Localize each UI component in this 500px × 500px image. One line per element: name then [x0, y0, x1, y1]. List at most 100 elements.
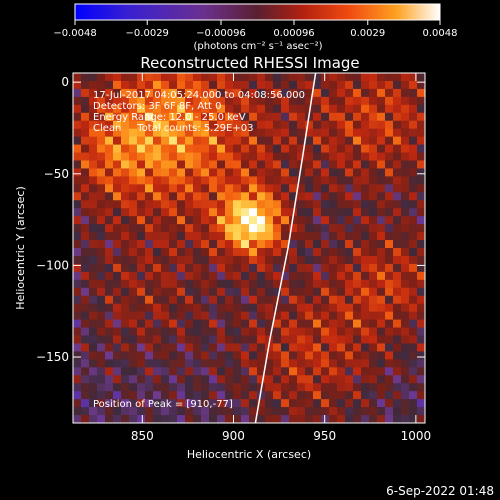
heatmap-cell	[385, 216, 394, 225]
heatmap-cell	[353, 407, 362, 416]
heatmap-cell	[353, 263, 362, 273]
heatmap-cell	[289, 311, 298, 320]
heatmap-cell	[73, 184, 82, 193]
heatmap-cell	[257, 208, 266, 217]
heatmap-cell	[337, 327, 346, 336]
heatmap-cell	[241, 136, 250, 145]
heatmap-cell	[121, 224, 130, 233]
heatmap-cell	[81, 112, 90, 122]
heatmap-cell	[337, 295, 346, 305]
heatmap-cell	[337, 200, 346, 209]
heatmap-cell	[361, 319, 370, 328]
heatmap-cell	[233, 415, 242, 423]
heatmap-cell	[209, 351, 218, 360]
heatmap-cell	[153, 383, 162, 392]
heatmap-cell	[281, 343, 290, 352]
heatmap-cell	[409, 168, 418, 177]
heatmap-cell	[121, 359, 130, 368]
heatmap-cell	[337, 263, 346, 273]
heatmap-cell	[113, 327, 122, 336]
heatmap-cell	[129, 96, 138, 106]
heatmap-cell	[241, 168, 250, 177]
heatmap-cell	[177, 136, 186, 145]
heatmap-cell	[353, 391, 362, 400]
heatmap-cell	[401, 176, 410, 185]
heatmap-cell	[249, 311, 258, 320]
heatmap-cell	[249, 184, 258, 193]
heatmap-cell	[417, 279, 425, 289]
heatmap-cell	[241, 295, 250, 305]
heatmap-cell	[233, 224, 242, 233]
heatmap-cell	[97, 184, 106, 193]
heatmap-cell	[89, 279, 98, 289]
heatmap-cell	[185, 144, 194, 153]
heatmap-cell	[353, 351, 362, 360]
heatmap-cell	[273, 279, 282, 289]
heatmap-cell	[393, 73, 402, 82]
heatmap-cell	[385, 168, 394, 177]
heatmap-cell	[185, 232, 194, 241]
heatmap-cell	[265, 176, 274, 185]
heatmap-cell	[257, 216, 266, 225]
heatmap-cell	[153, 391, 162, 400]
heatmap-cell	[153, 255, 162, 265]
heatmap-cell	[401, 96, 410, 106]
heatmap-cell	[369, 192, 378, 201]
heatmap-cell	[145, 303, 154, 313]
heatmap-cell	[329, 407, 338, 416]
heatmap-cell	[329, 88, 338, 98]
heatmap-cell	[201, 136, 210, 145]
heatmap-cell	[297, 279, 306, 289]
heatmap-cell	[161, 176, 170, 185]
heatmap-cell	[161, 311, 170, 320]
heatmap-cell	[385, 383, 394, 392]
heatmap-cell	[121, 319, 130, 328]
heatmap-cell	[305, 224, 314, 233]
heatmap-cell	[145, 335, 154, 344]
heatmap-cell	[273, 128, 282, 138]
heatmap-cell	[169, 200, 178, 209]
heatmap-cell	[241, 351, 250, 360]
heatmap-cell	[97, 224, 106, 233]
heatmap-cell	[337, 96, 346, 106]
heatmap-cell	[145, 136, 154, 145]
heatmap-cell	[345, 224, 354, 233]
heatmap-cell	[329, 255, 338, 265]
heatmap-cell	[257, 319, 266, 328]
heatmap-cell	[225, 73, 234, 82]
heatmap-cell	[281, 73, 290, 82]
heatmap-cell	[185, 367, 194, 376]
heatmap-cell	[305, 367, 314, 376]
heatmap-cell	[153, 295, 162, 305]
heatmap-cell	[329, 200, 338, 209]
heatmap-cell	[73, 287, 82, 297]
heatmap-cell	[161, 415, 170, 423]
heatmap-cell	[233, 216, 242, 225]
heatmap-cell	[417, 391, 425, 400]
heatmap-cell	[417, 136, 425, 145]
heatmap-cell	[169, 287, 178, 297]
heatmap-cell	[345, 112, 354, 122]
heatmap-cell	[305, 311, 314, 320]
heatmap-cell	[345, 319, 354, 328]
heatmap-cell	[385, 375, 394, 384]
heatmap-cell	[401, 255, 410, 265]
heatmap-cell	[401, 391, 410, 400]
heatmap-cell	[241, 88, 250, 98]
heatmap-cell	[161, 208, 170, 217]
heatmap-cell	[353, 104, 362, 114]
heatmap-cell	[241, 232, 250, 241]
heatmap-cell	[161, 240, 170, 249]
heatmap-cell	[313, 216, 322, 225]
heatmap-cell	[193, 240, 202, 249]
heatmap-cell	[209, 319, 218, 328]
heatmap-cell	[97, 399, 106, 408]
heatmap-cell	[305, 104, 314, 114]
heatmap-cell	[297, 295, 306, 305]
heatmap-cell	[265, 367, 274, 376]
heatmap-cell	[417, 319, 425, 328]
heatmap-cell	[129, 327, 138, 336]
heatmap-cell	[273, 184, 282, 193]
heatmap-cell	[129, 216, 138, 225]
heatmap-cell	[361, 287, 370, 297]
